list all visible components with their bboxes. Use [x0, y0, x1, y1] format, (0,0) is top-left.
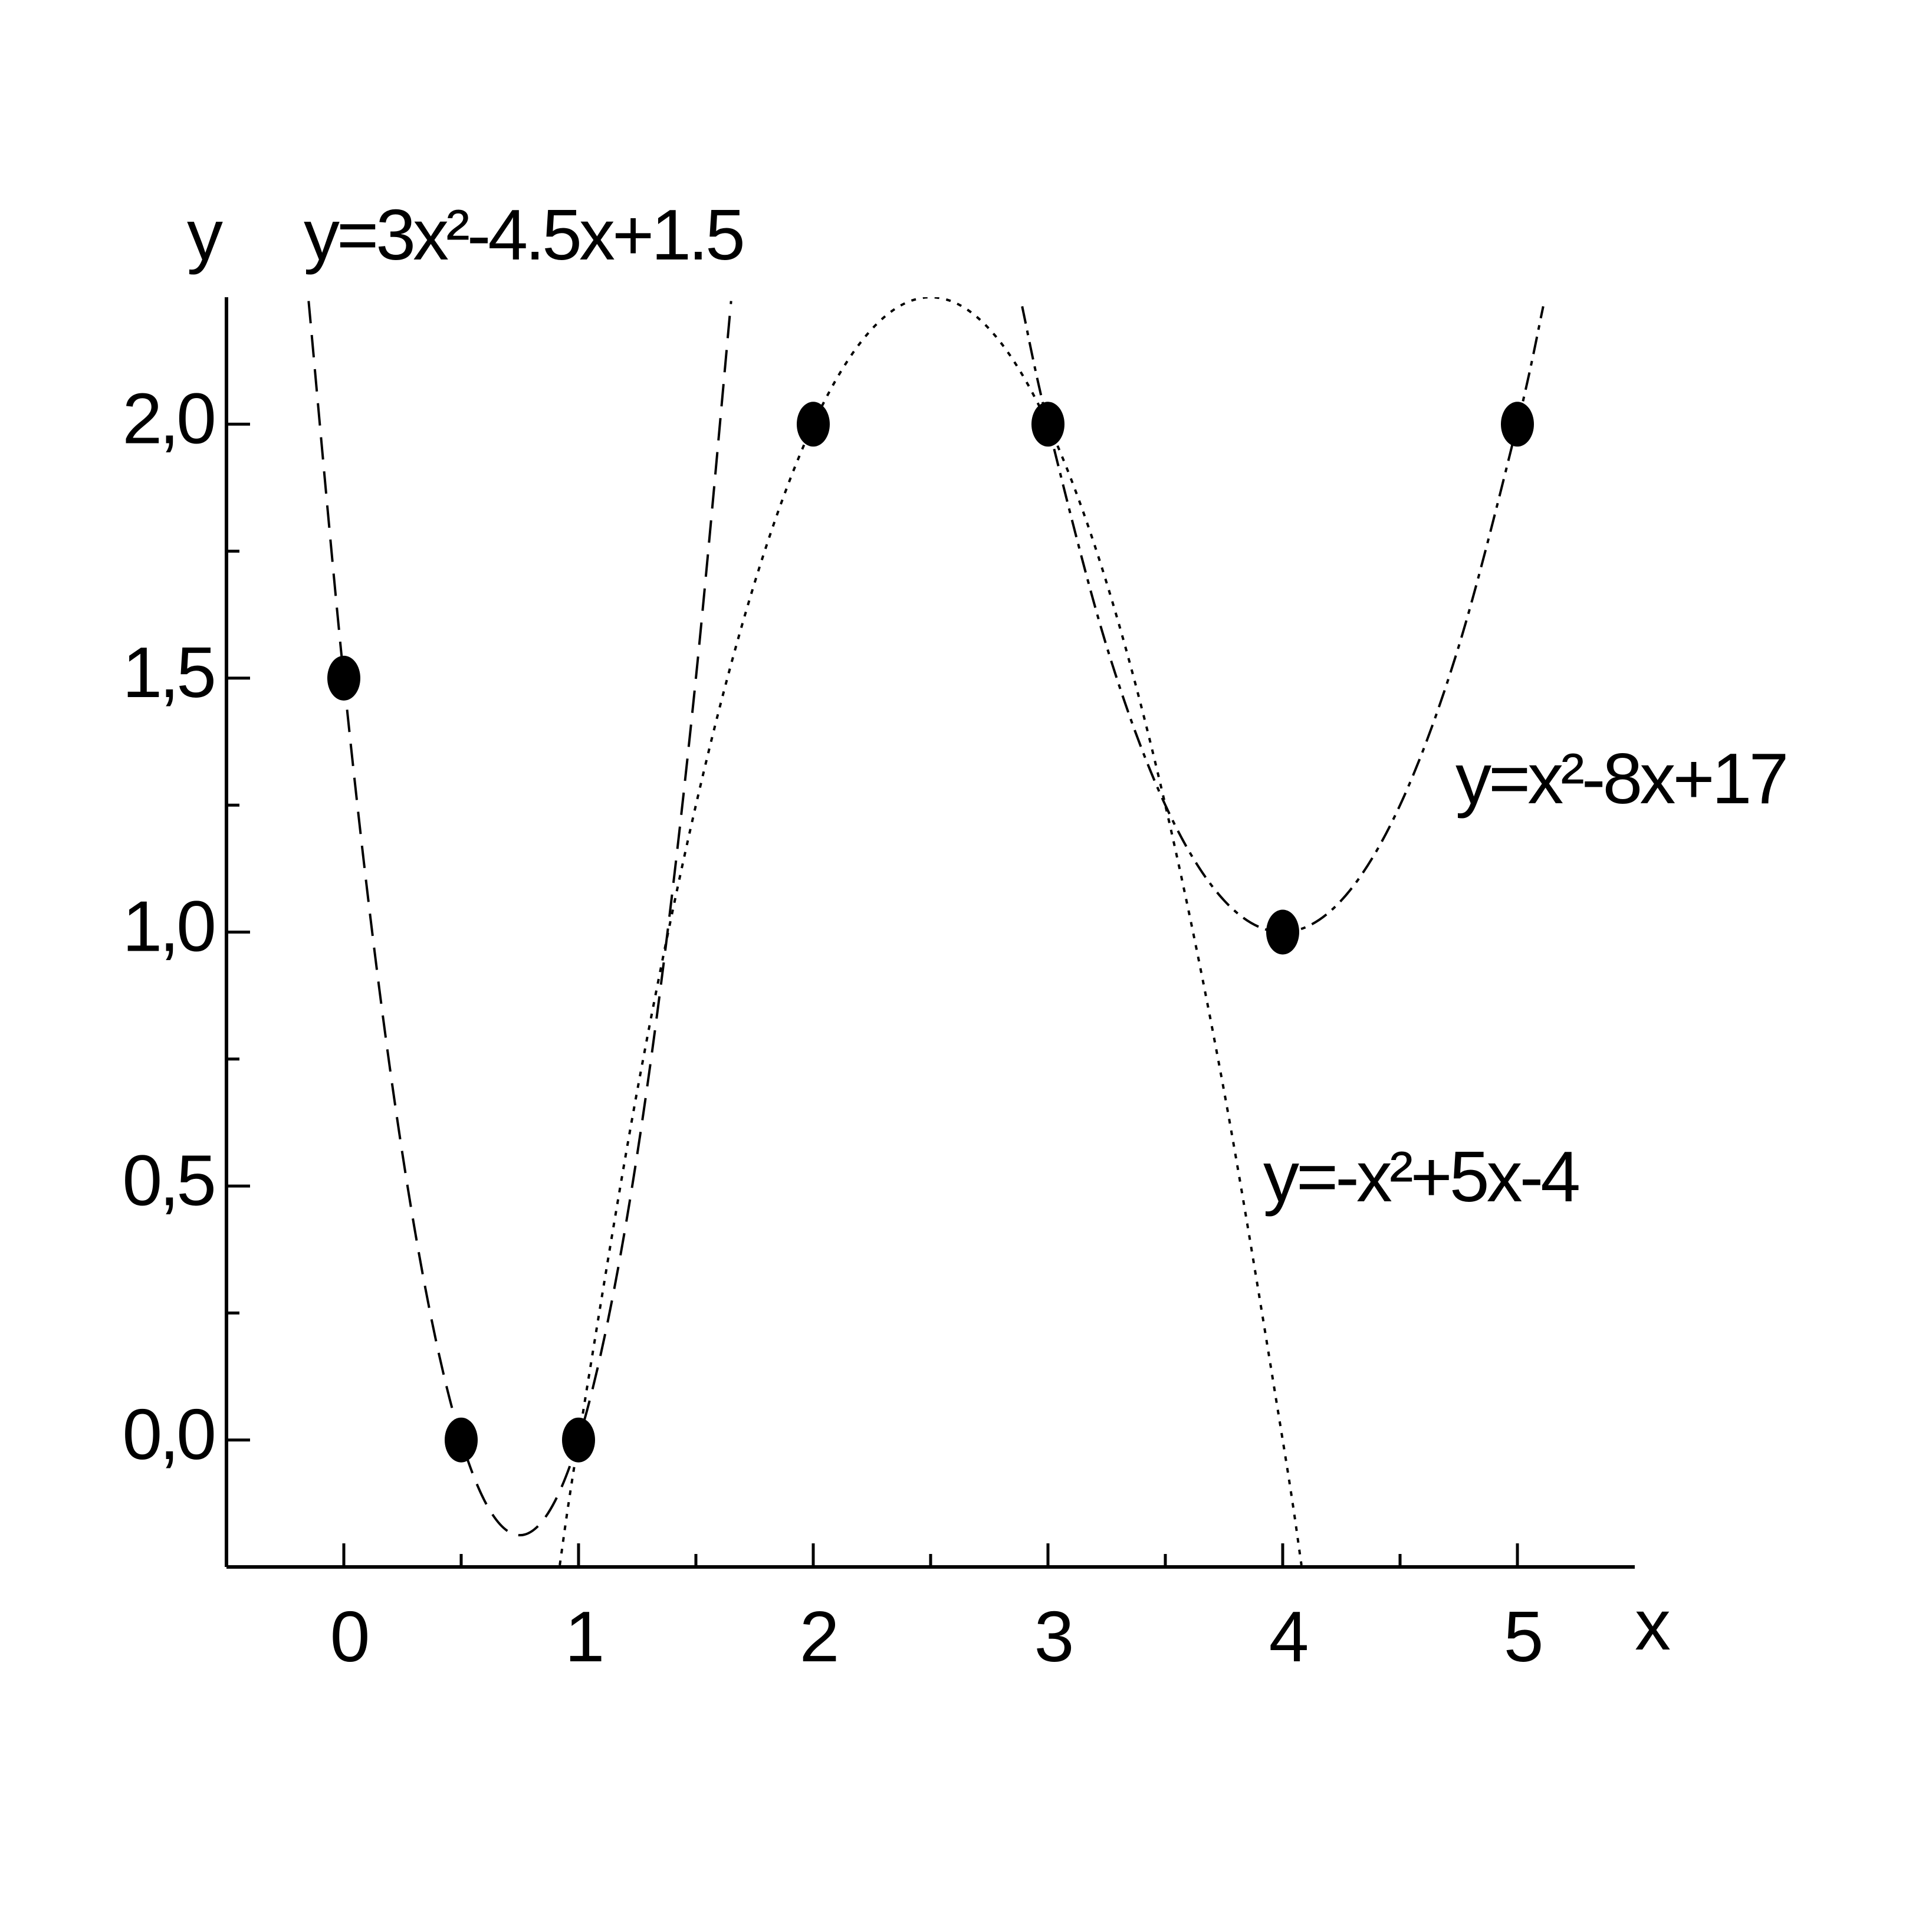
data-point	[1266, 909, 1299, 955]
annotation: y=-x²+5x-4	[1263, 1136, 1579, 1217]
curve	[307, 301, 732, 1537]
x-tick-label: 1	[565, 1596, 602, 1677]
data-point	[1031, 402, 1064, 447]
x-tick-label: 0	[330, 1596, 368, 1677]
y-tick-label: 1,0	[122, 886, 214, 967]
y-tick-label: 1,5	[122, 632, 213, 712]
y-tick-label: 0,0	[122, 1394, 214, 1474]
data-point	[562, 1417, 595, 1463]
data-point	[445, 1417, 478, 1463]
data-point	[797, 402, 830, 447]
x-axis-label: x	[1635, 1585, 1670, 1665]
x-tick-label: 2	[800, 1596, 837, 1677]
curve	[558, 297, 1303, 1566]
y-axis-label: y	[187, 195, 223, 275]
y-tick-label: 2,0	[122, 379, 214, 459]
x-tick-label: 3	[1034, 1596, 1072, 1677]
x-tick-label: 5	[1504, 1596, 1541, 1677]
data-point	[327, 655, 360, 701]
x-tick-label: 4	[1269, 1596, 1307, 1677]
y-tick-label: 0,5	[122, 1140, 213, 1220]
data-point	[1501, 402, 1534, 447]
annotation: y=x²-8x+17	[1455, 738, 1786, 819]
annotation: y=3x²-4.5x+1.5	[304, 195, 742, 275]
